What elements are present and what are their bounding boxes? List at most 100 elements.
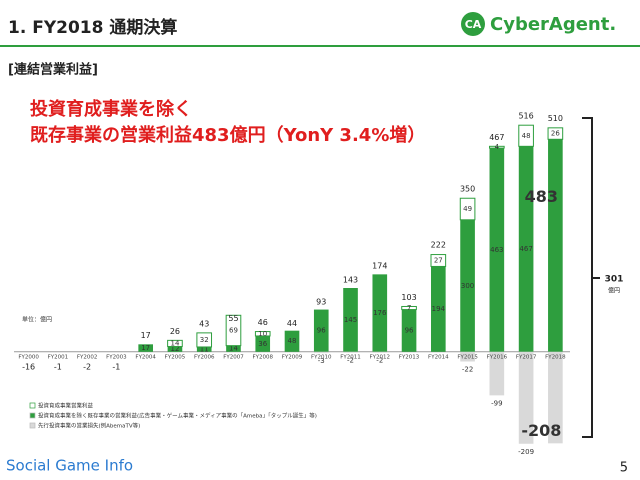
value-label: -3 [318, 357, 325, 365]
x-tick-label: FY2005 [165, 354, 186, 360]
value-label: 48 [522, 132, 531, 140]
bar-segment [401, 305, 417, 311]
bar-segment [372, 274, 388, 352]
bar-segment [401, 309, 417, 352]
bar-segment [431, 266, 446, 352]
headline: 既存事業の営業利益483億円（YonY 3.4%増） [30, 124, 425, 146]
bar-segment [313, 309, 329, 352]
bracket-unit: 億円 [608, 287, 620, 295]
value-label: 17 [141, 344, 150, 352]
x-tick-label: FY2001 [48, 354, 69, 360]
legend-swatch [29, 412, 36, 419]
value-label: 467 [519, 245, 532, 253]
section-title: [連結営業利益] [8, 62, 98, 78]
x-tick-label: FY2012 [370, 354, 391, 360]
total-label: 510 [548, 114, 563, 123]
bar-segment [167, 346, 183, 352]
x-tick-label: FY2007 [223, 354, 244, 360]
x-tick-label: FY2016 [487, 354, 508, 360]
value-label: -208 [521, 421, 561, 440]
value-label: 96 [317, 327, 326, 335]
bar-segment [196, 346, 212, 352]
value-label: 36 [258, 340, 267, 348]
total-label: 26 [170, 327, 180, 336]
x-tick-label: FY2002 [77, 354, 98, 360]
x-tick-label: FY2015 [457, 354, 478, 360]
x-tick-label: FY2000 [18, 354, 39, 360]
logo-icon [461, 12, 485, 36]
value-label: 32 [200, 336, 209, 344]
bar-segment [430, 254, 447, 267]
slide-title: 1. FY2018 通期決算 [8, 17, 177, 38]
logo-mark: CA [465, 18, 482, 31]
x-tick-label: FY2017 [516, 354, 537, 360]
value-label: 11 [200, 345, 209, 353]
value-label: 27 [434, 257, 443, 265]
total-label: 103 [401, 293, 416, 302]
total-label: 222 [431, 241, 446, 250]
total-label: 174 [372, 262, 387, 271]
bar-segment [225, 314, 242, 347]
bar-segment [548, 351, 563, 444]
x-tick-label: FY2014 [428, 354, 449, 360]
legend-label: 先行投資事業の営業損失(例AbemaTV等) [38, 422, 140, 430]
total-label: 467 [489, 133, 504, 142]
value-label: 463 [490, 246, 503, 254]
value-label: 12 [170, 345, 179, 353]
value-label: 48 [288, 337, 297, 345]
bar-segment [226, 345, 241, 352]
bar-segment [313, 351, 329, 354]
legend-label: 投資育成事業を除く既存事業の営業利益(広告事業・ゲーム事業・メディア事業の「Am… [38, 412, 317, 420]
bar-segment [518, 124, 534, 147]
bar-segment [460, 219, 475, 352]
bar-segment [459, 197, 476, 221]
bar-segment [196, 332, 213, 348]
bar-segment [548, 139, 563, 352]
bar-segment [343, 288, 358, 352]
total-label: 350 [460, 184, 475, 193]
x-tick-label: FY2008 [252, 354, 273, 360]
bar-segment [460, 351, 475, 362]
bar-segment [167, 339, 183, 348]
total-label: -16 [22, 362, 35, 371]
value-label: -22 [462, 365, 473, 373]
value-label: 483 [525, 187, 558, 206]
footer-source: Social Game Info [6, 457, 133, 475]
x-tick-label: FY2009 [282, 354, 303, 360]
total-label: 143 [343, 275, 358, 284]
x-tick-label: FY2006 [194, 354, 215, 360]
total-label: -1 [112, 362, 120, 371]
total-label: 44 [287, 319, 297, 328]
value-label: 176 [373, 309, 387, 317]
total-label: 55 [228, 314, 238, 323]
legend-label: 投資育成事業営業利益 [38, 402, 94, 410]
bar-segment [518, 351, 534, 444]
bracket [582, 117, 600, 438]
value-label: 10 [258, 330, 267, 338]
value-label: 300 [461, 282, 474, 290]
x-tick-label: FY2010 [311, 354, 332, 360]
total-label: 43 [199, 319, 209, 328]
x-tick-label: FY2013 [399, 354, 420, 360]
bar-segment [255, 335, 271, 352]
unit-label: 単位：億円 [22, 316, 52, 324]
value-label: -2 [347, 357, 354, 365]
x-tick-label: FY2011 [340, 354, 361, 360]
bar-segment [489, 148, 505, 352]
bar-segment [284, 330, 300, 352]
value-label: 26 [551, 130, 560, 138]
bar-segment [254, 331, 271, 337]
bar-segment [489, 351, 505, 396]
value-label: 7 [407, 304, 411, 312]
value-label: 14 [229, 345, 238, 353]
bracket-value: 301 [605, 275, 624, 285]
bar-segment [518, 146, 534, 352]
x-tick-label: FY2003 [106, 354, 127, 360]
total-label: 46 [258, 318, 268, 327]
value-label: 194 [432, 305, 446, 313]
value-label: 4 [495, 143, 500, 151]
bar-segment [138, 344, 153, 352]
legend-swatch [29, 402, 36, 409]
legend-swatch [29, 422, 36, 429]
